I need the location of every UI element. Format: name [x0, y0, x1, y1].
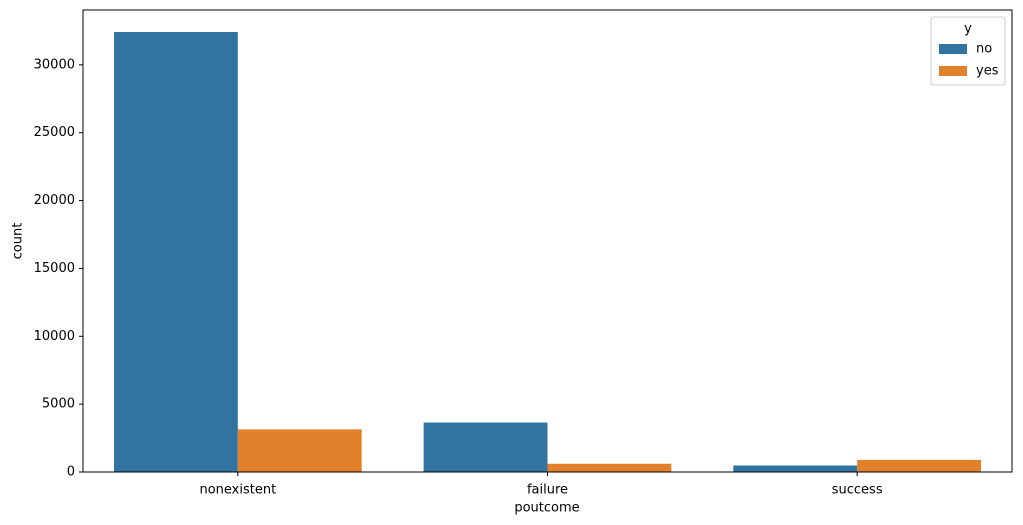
y-tick-label: 0: [67, 465, 75, 480]
y-tick-label: 5000: [42, 397, 75, 412]
legend-label: no: [976, 42, 992, 57]
bar: [547, 463, 672, 472]
bar: [857, 459, 982, 472]
bar: [113, 31, 238, 472]
legend-swatch: [939, 44, 967, 54]
y-tick-label: 20000: [34, 193, 75, 208]
y-tick-label: 15000: [34, 261, 75, 276]
x-axis-label: poutcome: [514, 501, 579, 516]
legend: yno yes: [930, 16, 1006, 86]
x-tick-label: failure: [527, 483, 568, 498]
x-tick-label: success: [832, 483, 883, 498]
legend-swatch: [939, 66, 967, 76]
legend-title: y: [964, 22, 972, 37]
x-tick-label: nonexistent: [199, 483, 276, 498]
bar: [733, 465, 858, 472]
y-tick-label: 30000: [34, 57, 75, 72]
bar: [237, 429, 362, 472]
bar: [423, 422, 548, 472]
y-axis-label: count: [11, 223, 26, 260]
y-tick-label: 10000: [34, 329, 75, 344]
y-tick-label: 25000: [34, 125, 75, 140]
legend-label: yes: [976, 64, 999, 79]
axes-frame: [82, 9, 1013, 473]
